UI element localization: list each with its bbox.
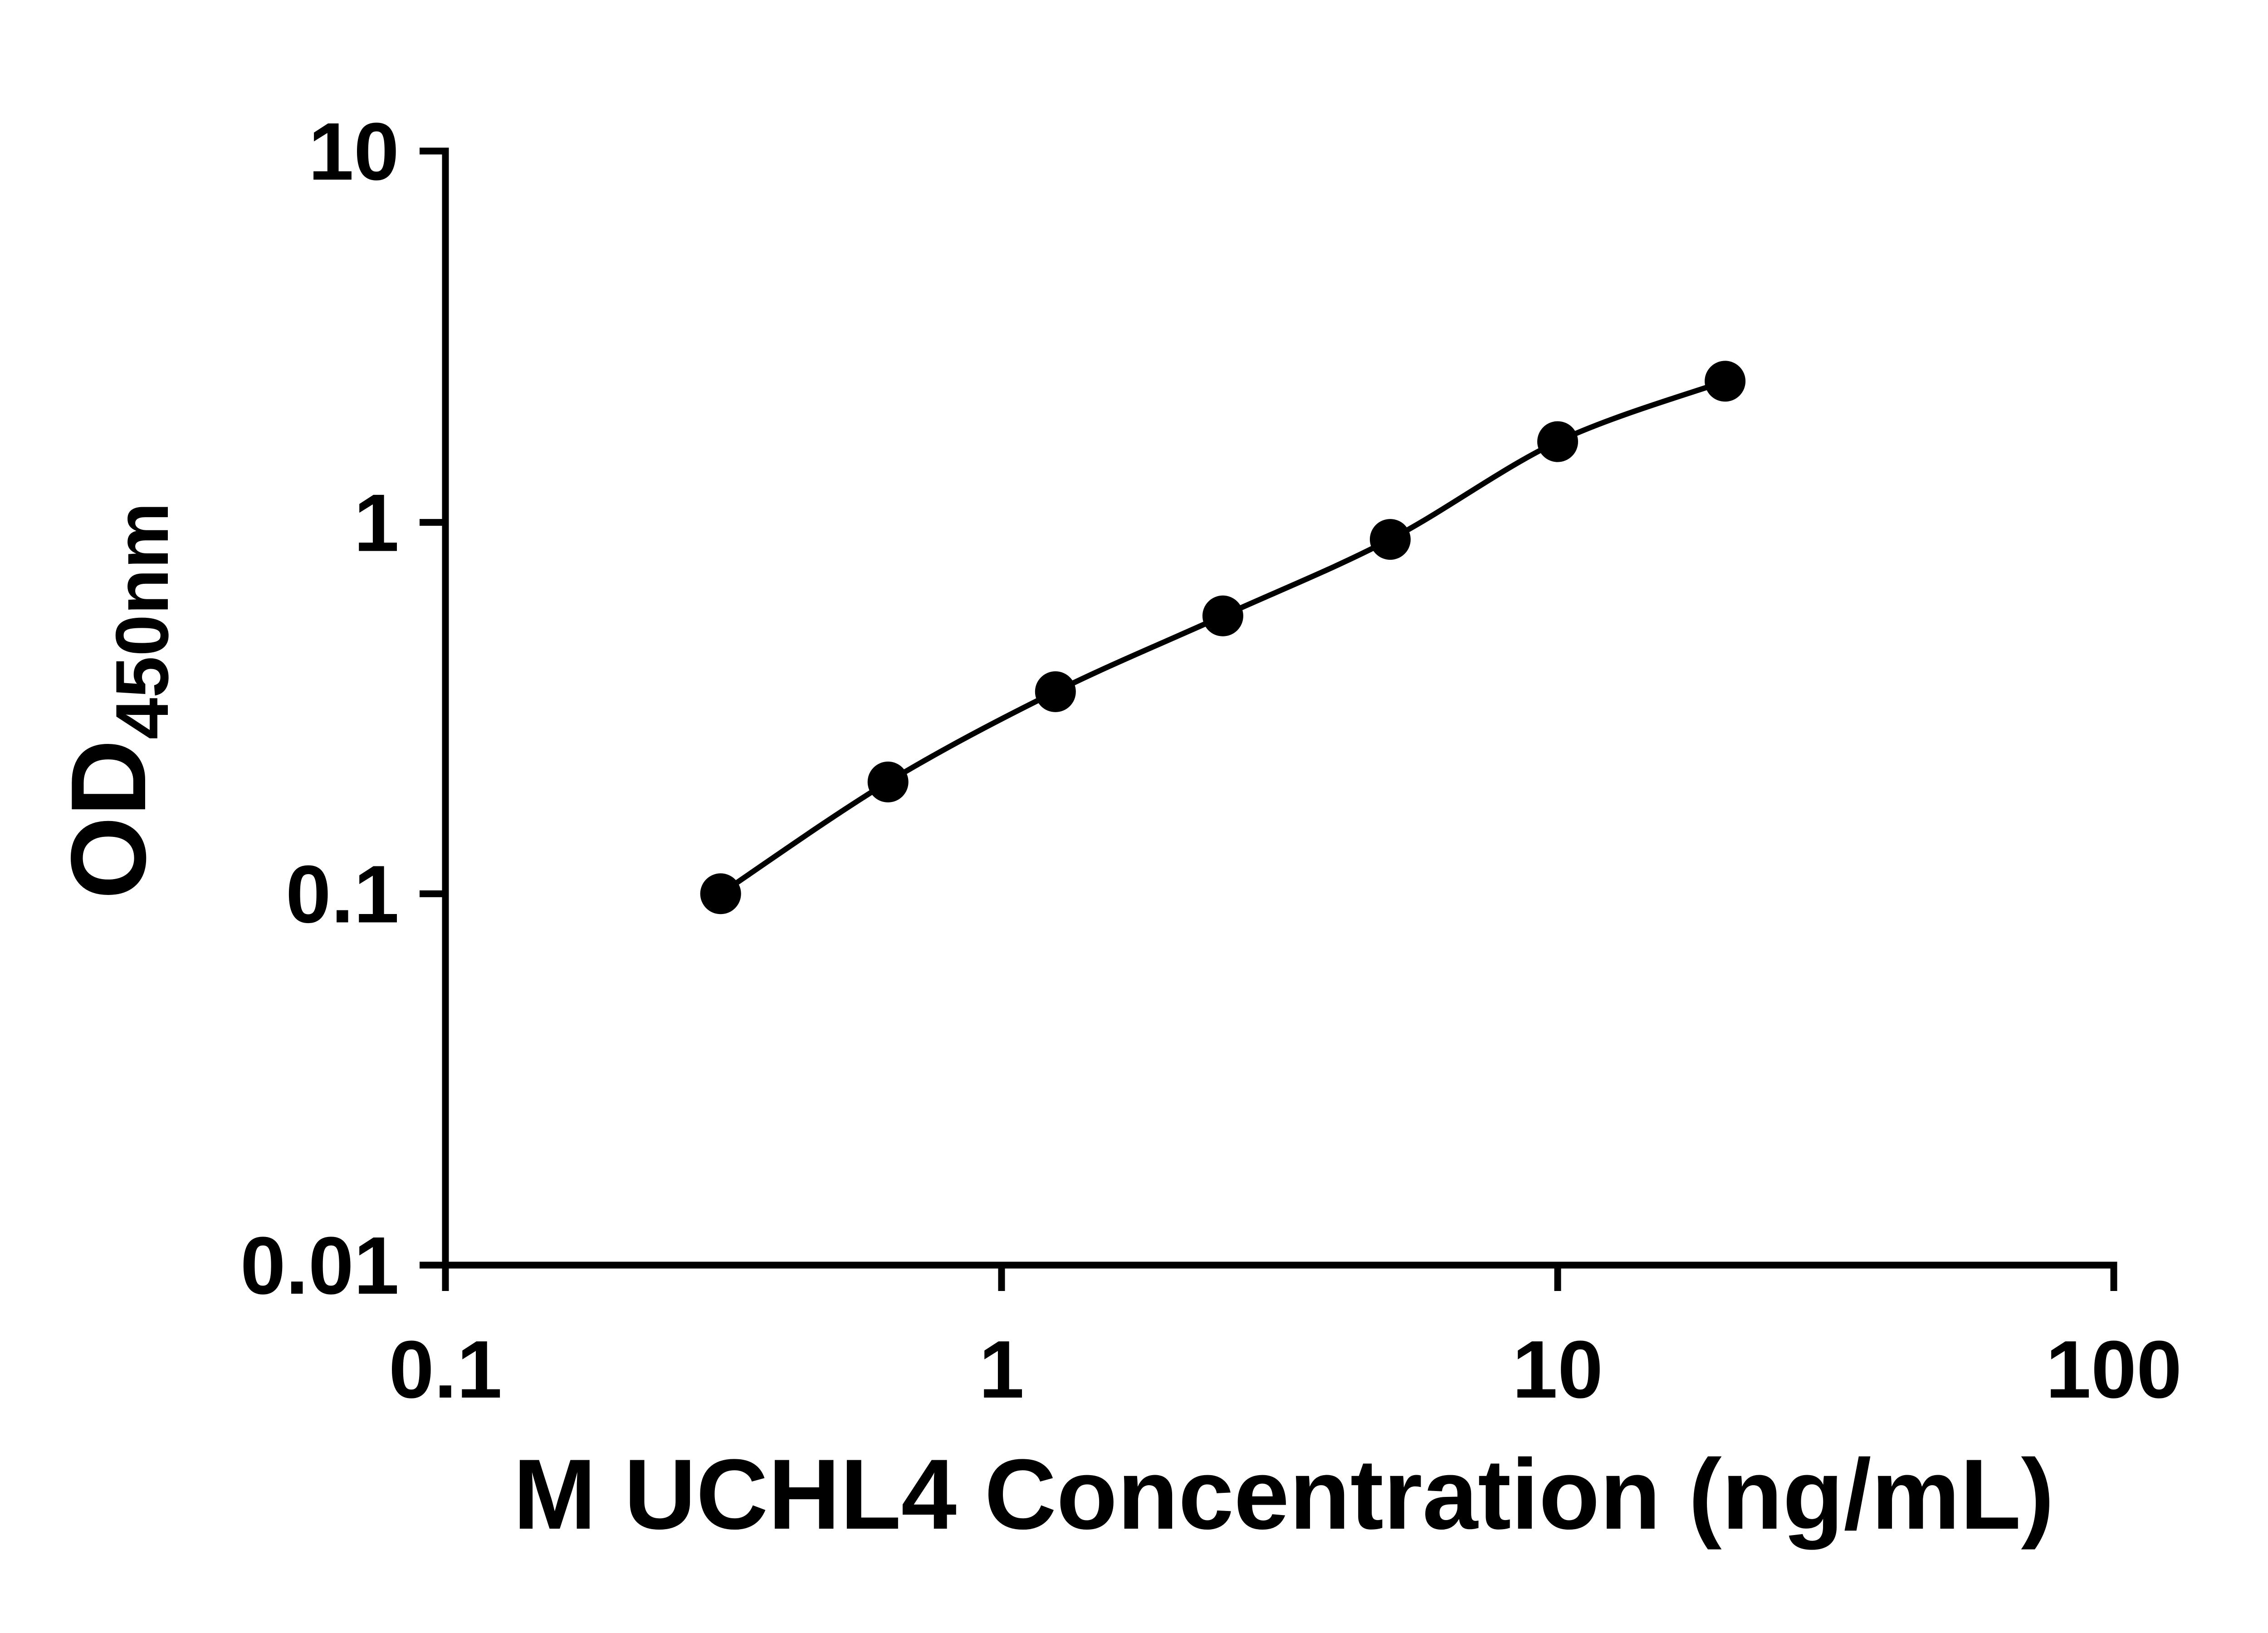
data-point-marker bbox=[1705, 361, 1746, 402]
y-axis-title-main: OD bbox=[49, 739, 168, 900]
data-point-marker bbox=[1369, 519, 1411, 560]
y-axis-tick-label: 10 bbox=[308, 106, 399, 197]
data-point-marker bbox=[1537, 421, 1578, 462]
axes-spine bbox=[442, 147, 2117, 1269]
x-axis-title: M UCHL4 Concentration (ng/mL) bbox=[513, 1438, 2054, 1550]
data-point-marker bbox=[700, 873, 741, 914]
x-axis-tick-label: 100 bbox=[2046, 1324, 2182, 1415]
x-axis-tick-label: 10 bbox=[1512, 1324, 1603, 1415]
x-axis-tick-label: 0.1 bbox=[389, 1324, 502, 1415]
x-axis-tick-label: 1 bbox=[979, 1324, 1024, 1415]
y-axis-tick-label: 0.1 bbox=[286, 849, 399, 940]
plot-geometry: 0.1 1 10 100 0.01 0.1 1 10 bbox=[240, 106, 2182, 1415]
standard-curve-line bbox=[719, 378, 1726, 896]
y-axis-title: OD450nm bbox=[49, 502, 184, 899]
y-axis-tick-label: 0.01 bbox=[240, 1220, 399, 1311]
data-point-marker bbox=[1035, 671, 1076, 712]
y-axis-title-subscript: 450nm bbox=[100, 502, 184, 739]
y-axis-tick-label: 1 bbox=[354, 478, 399, 569]
data-point-marker bbox=[1202, 595, 1243, 636]
data-point-marker bbox=[867, 761, 909, 802]
